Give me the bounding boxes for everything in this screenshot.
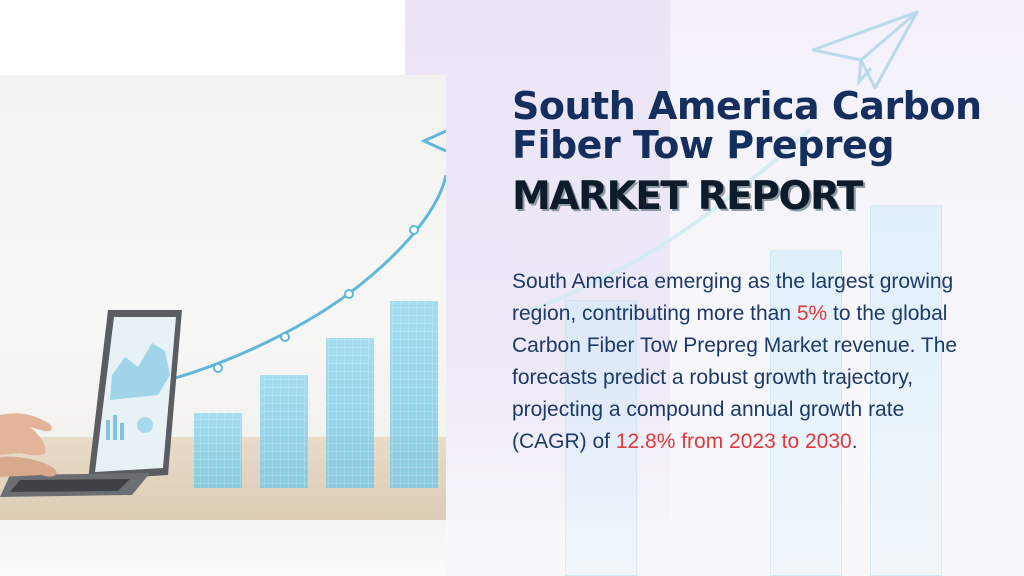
growth-arrow-icon (529, 128, 812, 312)
report-title-line-2: Fiber Tow Prepreg (512, 123, 895, 167)
description-text: to the global Carbon Fiber Tow Prepreg M… (512, 302, 958, 453)
photo-panel (0, 75, 446, 520)
cagr-highlight: 12.8% from 2023 to 2030 (615, 430, 852, 453)
paper-plane-icon (811, 10, 919, 90)
reflection (0, 520, 446, 576)
trend-marker (409, 225, 419, 235)
background-bar (770, 250, 842, 576)
report-description: South America emerging as the largest gr… (512, 266, 982, 458)
report-title-line-1: South America Carbon (512, 84, 982, 128)
trend-marker (280, 332, 290, 342)
background-bar (565, 300, 637, 576)
background-bar (870, 205, 942, 576)
hands-illustration (0, 413, 57, 477)
trend-marker (213, 363, 223, 373)
trend-arrowhead (420, 129, 446, 153)
trend-marker (344, 289, 354, 299)
report-subtitle: MARKET REPORT (512, 174, 863, 219)
description-text: South America emerging as the largest gr… (512, 270, 954, 325)
laptop-icon (0, 310, 182, 497)
share-highlight: 5% (796, 302, 828, 325)
description-text: . (851, 430, 858, 453)
growth-illustration (0, 129, 446, 497)
